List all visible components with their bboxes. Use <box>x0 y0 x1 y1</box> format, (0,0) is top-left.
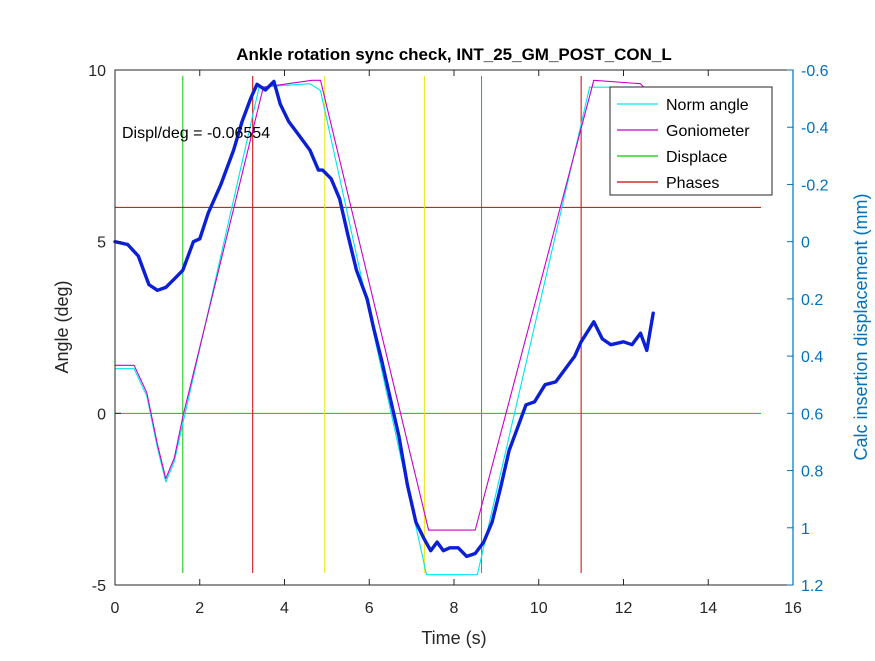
x-tick-label: 6 <box>365 600 374 617</box>
legend-label-displace: Displace <box>666 149 727 166</box>
legend-label-norm-angle: Norm angle <box>666 97 749 114</box>
y-tick-label-right: 1 <box>801 521 810 538</box>
y-tick-label-right: 0.2 <box>801 292 823 309</box>
y-tick-label-right: -0.4 <box>801 120 829 137</box>
legend: Norm angle Goniometer Displace Phases <box>609 86 773 196</box>
y-tick-label-right: -0.2 <box>801 177 829 194</box>
y-axis-label-right: Calc insertion displacement (mm) <box>851 193 871 460</box>
x-axis-label: Time (s) <box>421 628 486 648</box>
y-tick-label-left: -5 <box>92 578 106 595</box>
chart-title: Ankle rotation sync check, INT_25_GM_POS… <box>236 45 672 64</box>
x-tick-label: 2 <box>195 600 204 617</box>
x-tick-label: 16 <box>784 600 802 617</box>
y-tick-label-right: 0.4 <box>801 349 823 366</box>
legend-label-phases: Phases <box>666 175 719 192</box>
norm-angle-line <box>114 83 646 576</box>
legend-label-goniometer: Goniometer <box>666 123 750 140</box>
displacement-trace-line <box>113 79 655 559</box>
x-tick-label: 14 <box>699 600 717 617</box>
y-tick-label-right: 0.8 <box>801 464 823 481</box>
y-tick-label-left: 5 <box>97 235 106 252</box>
legend-box <box>609 86 773 196</box>
ratio-annotation: Displ/deg = -0.06554 <box>122 125 270 142</box>
x-tick-label: 10 <box>530 600 548 617</box>
y-tick-label-left: 10 <box>88 63 106 80</box>
x-tick-label: 8 <box>450 600 459 617</box>
y-tick-label-right: 0 <box>801 235 810 252</box>
y-tick-label-right: 1.2 <box>801 578 823 595</box>
y-tick-label-right: 0.6 <box>801 406 823 423</box>
y-tick-label-right: -0.6 <box>801 63 829 80</box>
y-tick-label-left: 0 <box>97 406 106 423</box>
x-tick-label: 4 <box>280 600 289 617</box>
y-axis-label-left: Angle (deg) <box>52 280 72 373</box>
x-tick-label: 0 <box>111 600 120 617</box>
x-tick-label: 12 <box>615 600 633 617</box>
